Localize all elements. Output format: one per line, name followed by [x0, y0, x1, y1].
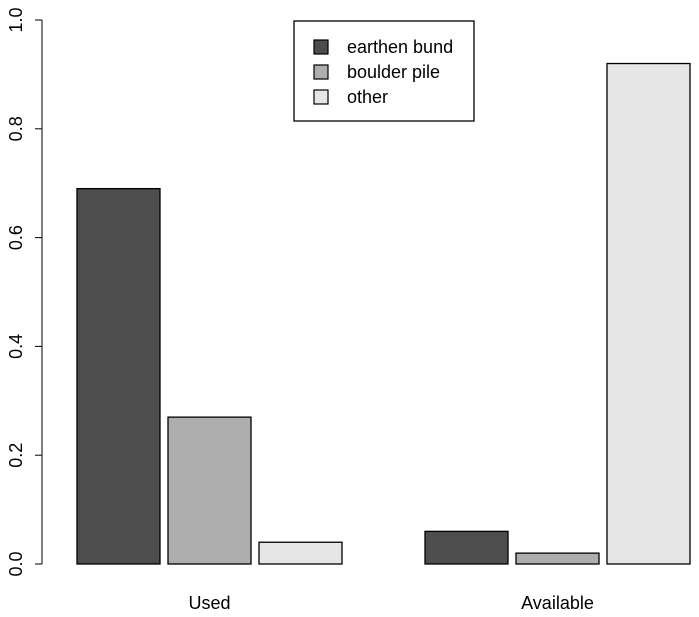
legend: earthen bund boulder pile other: [293, 20, 475, 122]
legend-swatch: [313, 89, 329, 105]
category-label: Available: [521, 593, 594, 613]
bars: [76, 62, 691, 565]
bar-other-available: [606, 62, 691, 565]
bar-other-used: [258, 541, 343, 565]
legend-label: earthen bund: [347, 37, 453, 57]
y-tick-label: 0.2: [6, 443, 26, 468]
y-tick-label: 1.0: [6, 7, 26, 32]
legend-swatch: [313, 39, 329, 55]
y-tick-label: 0.6: [6, 225, 26, 250]
y-axis: 0.0 0.2 0.4 0.6 0.8 1.0: [6, 7, 43, 577]
x-axis-labels: Used Available: [188, 593, 593, 613]
y-tick-label: 0.0: [6, 551, 26, 576]
bar-earthen-bund-used: [76, 187, 161, 565]
legend-swatch: [313, 64, 329, 80]
bar-boulder-pile-available: [515, 552, 600, 565]
y-tick-label: 0.4: [6, 334, 26, 359]
legend-label: boulder pile: [347, 62, 440, 82]
legend-label: other: [347, 87, 388, 107]
bar-earthen-bund-available: [424, 530, 509, 565]
bar-boulder-pile-used: [167, 416, 252, 565]
y-tick-label: 0.8: [6, 116, 26, 141]
category-label: Used: [188, 593, 230, 613]
